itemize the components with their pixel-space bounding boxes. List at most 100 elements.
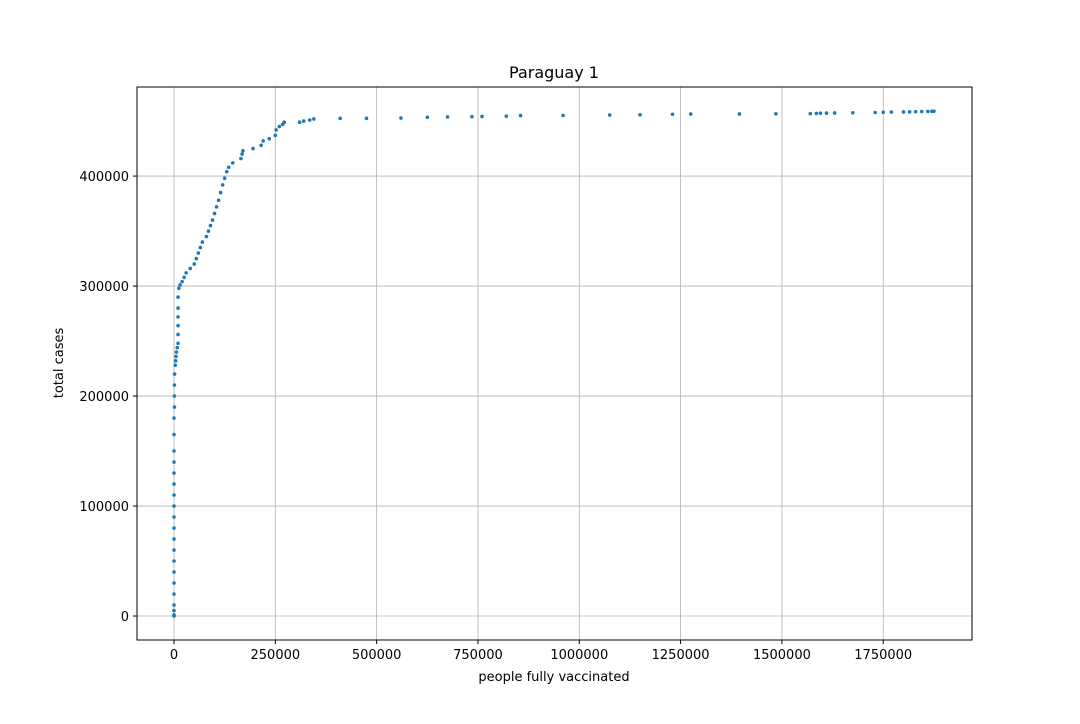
point <box>172 493 176 497</box>
x-tick-label: 0 <box>170 648 178 663</box>
x-tick-label: 750000 <box>453 648 503 663</box>
point <box>176 323 180 328</box>
point <box>176 315 180 319</box>
point <box>172 504 176 508</box>
point <box>226 165 231 170</box>
point <box>480 114 484 119</box>
point <box>913 109 918 114</box>
x-tick-label: 1000000 <box>550 648 608 663</box>
point <box>222 176 227 181</box>
y-tick-label: 300000 <box>79 280 129 295</box>
y-tick-label: 400000 <box>79 170 129 185</box>
point <box>174 354 178 359</box>
x-tick-label: 1750000 <box>854 648 912 663</box>
point <box>216 198 221 203</box>
point <box>178 283 182 287</box>
point <box>184 271 188 275</box>
point <box>307 118 312 122</box>
point <box>241 148 245 153</box>
point <box>688 112 693 116</box>
point <box>172 608 176 613</box>
point <box>607 113 612 117</box>
point <box>297 120 302 124</box>
point <box>188 266 193 271</box>
point <box>172 460 176 464</box>
point <box>172 482 176 486</box>
point <box>737 112 742 116</box>
y-tick-label: 100000 <box>79 500 129 515</box>
point <box>301 119 306 123</box>
point <box>851 111 855 115</box>
point <box>173 359 178 363</box>
point <box>210 218 215 222</box>
point <box>364 116 369 121</box>
point <box>504 114 509 118</box>
point <box>240 152 244 156</box>
point <box>425 115 430 120</box>
point <box>873 110 877 115</box>
y-tick-label: 200000 <box>79 390 129 405</box>
point <box>172 416 176 420</box>
point <box>175 345 180 350</box>
point <box>212 211 217 216</box>
x-tick-label: 1500000 <box>753 648 811 663</box>
point <box>881 110 886 115</box>
x-tick-label: 1250000 <box>652 648 710 663</box>
point <box>172 515 176 519</box>
point <box>889 110 894 114</box>
point <box>932 109 936 113</box>
point <box>907 110 912 114</box>
point <box>230 161 235 165</box>
point <box>173 363 178 368</box>
point <box>561 113 565 118</box>
point <box>172 405 177 409</box>
point <box>832 111 837 115</box>
point <box>172 603 176 607</box>
point <box>180 279 184 284</box>
point <box>901 110 906 114</box>
point <box>818 111 823 115</box>
point <box>470 114 474 119</box>
point <box>172 592 176 596</box>
point <box>774 112 778 116</box>
point <box>214 205 219 209</box>
point <box>172 613 176 617</box>
point <box>172 471 176 475</box>
point <box>198 245 203 250</box>
point <box>172 526 176 530</box>
plot-frame <box>136 86 973 641</box>
y-axis-label: total cases <box>52 328 67 399</box>
point <box>172 570 176 574</box>
point <box>808 111 813 116</box>
x-tick-label: 250000 <box>251 648 301 663</box>
point <box>312 117 316 121</box>
point <box>218 190 223 195</box>
point <box>206 229 211 233</box>
point <box>172 432 176 437</box>
point <box>273 133 278 138</box>
point <box>172 548 176 552</box>
point <box>196 251 201 255</box>
point <box>194 256 199 261</box>
point <box>208 223 213 228</box>
point <box>251 146 255 151</box>
point <box>172 394 177 398</box>
point <box>638 113 642 117</box>
point <box>204 234 209 239</box>
point <box>220 183 225 187</box>
point <box>261 139 265 143</box>
point <box>274 128 278 132</box>
point <box>277 124 282 129</box>
y-tick-label: 0 <box>121 610 129 625</box>
point <box>824 111 829 115</box>
point <box>445 115 450 119</box>
point <box>259 143 263 148</box>
x-tick-label: 500000 <box>352 648 402 663</box>
point <box>172 581 176 585</box>
point <box>399 116 403 120</box>
point <box>282 120 287 124</box>
point <box>224 169 229 174</box>
point <box>200 240 205 244</box>
